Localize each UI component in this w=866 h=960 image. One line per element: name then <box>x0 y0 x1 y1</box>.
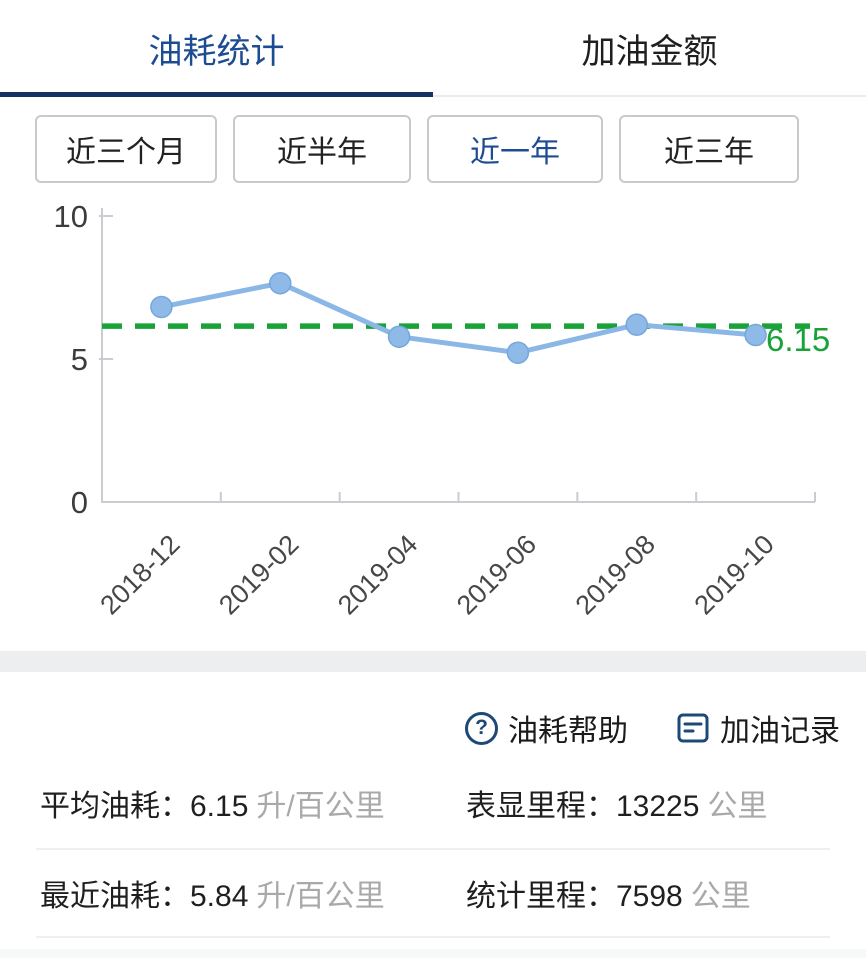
tab-fuel-consumption-stats[interactable]: 油耗统计 <box>0 0 433 97</box>
bottom-strip <box>0 949 866 958</box>
stats-row: 最近油耗：5.84 升/百公里 统计里程：7598 公里 <box>0 850 866 936</box>
time-range-filter: 近三个月 近半年 近一年 近三年 <box>35 115 831 183</box>
refuel-records-label: 加油记录 <box>720 715 840 748</box>
svg-text:0: 0 <box>71 485 88 520</box>
range-button-3-months[interactable]: 近三个月 <box>35 115 217 183</box>
line-chart-svg: 0 5 10 2018-12 2019-02 2019-04 2019-06 2019-08 2… <box>54 199 831 615</box>
top-tab-bar: 油耗统计 加油金额 <box>0 0 866 97</box>
stats-row: 平均油耗：6.15 升/百公里 表显里程：13225 公里 <box>0 758 866 848</box>
links-row: ? 油耗帮助 加油记录 <box>0 700 840 756</box>
svg-text:2019-10: 2019-10 <box>689 529 780 615</box>
fuel-consumption-line-chart: 0 5 10 2018-12 2019-02 2019-04 2019-06 2019-08 2… <box>0 193 866 615</box>
stats-panel: 平均油耗：6.15 升/百公里 表显里程：13225 公里 最近油耗：5.84 升/百… <box>0 756 866 949</box>
section-separator-band <box>0 651 866 672</box>
range-button-1-year[interactable]: 近一年 <box>427 115 603 183</box>
svg-text:2019-06: 2019-06 <box>451 529 542 615</box>
stat-unit: 升/百公里 <box>256 880 385 913</box>
stat-unit: 升/百公里 <box>256 790 385 823</box>
svg-text:2019-08: 2019-08 <box>570 529 661 615</box>
row-divider <box>36 848 830 850</box>
fuel-help-link[interactable]: ? 油耗帮助 <box>465 706 628 750</box>
question-circle-icon: ? <box>465 711 498 745</box>
stat-average-fuel: 平均油耗：6.15 升/百公里 <box>40 781 466 825</box>
svg-text:5: 5 <box>71 342 88 377</box>
stat-unit: 公里 <box>707 790 768 823</box>
stat-label: 统计里程： <box>466 880 616 913</box>
stat-value: 6.15 <box>190 790 249 823</box>
svg-text:2019-04: 2019-04 <box>332 529 423 615</box>
range-button-half-year[interactable]: 近半年 <box>233 115 411 183</box>
stat-tracked-mileage: 统计里程：7598 公里 <box>466 871 751 915</box>
range-button-3-years[interactable]: 近三年 <box>619 115 799 183</box>
stat-recent-fuel: 最近油耗：5.84 升/百公里 <box>40 871 466 915</box>
refuel-records-link[interactable]: 加油记录 <box>676 706 840 750</box>
stat-label: 表显里程： <box>466 790 616 823</box>
row-divider <box>36 936 830 938</box>
spacer <box>0 938 866 949</box>
fuel-help-label: 油耗帮助 <box>508 715 628 748</box>
svg-text:2019-02: 2019-02 <box>213 529 304 615</box>
svg-text:10: 10 <box>54 199 88 234</box>
document-icon <box>677 713 709 743</box>
tab-refuel-amount[interactable]: 加油金额 <box>581 33 718 71</box>
stat-value: 7598 <box>616 880 683 913</box>
stat-label: 平均油耗： <box>40 790 190 823</box>
svg-text:6.15: 6.15 <box>766 321 830 358</box>
stat-label: 最近油耗： <box>40 880 190 913</box>
stat-odometer-mileage: 表显里程：13225 公里 <box>466 781 767 825</box>
stat-unit: 公里 <box>690 880 751 913</box>
svg-text:2018-12: 2018-12 <box>94 529 185 615</box>
stat-value: 5.84 <box>190 880 249 913</box>
stat-value: 13225 <box>616 790 700 823</box>
